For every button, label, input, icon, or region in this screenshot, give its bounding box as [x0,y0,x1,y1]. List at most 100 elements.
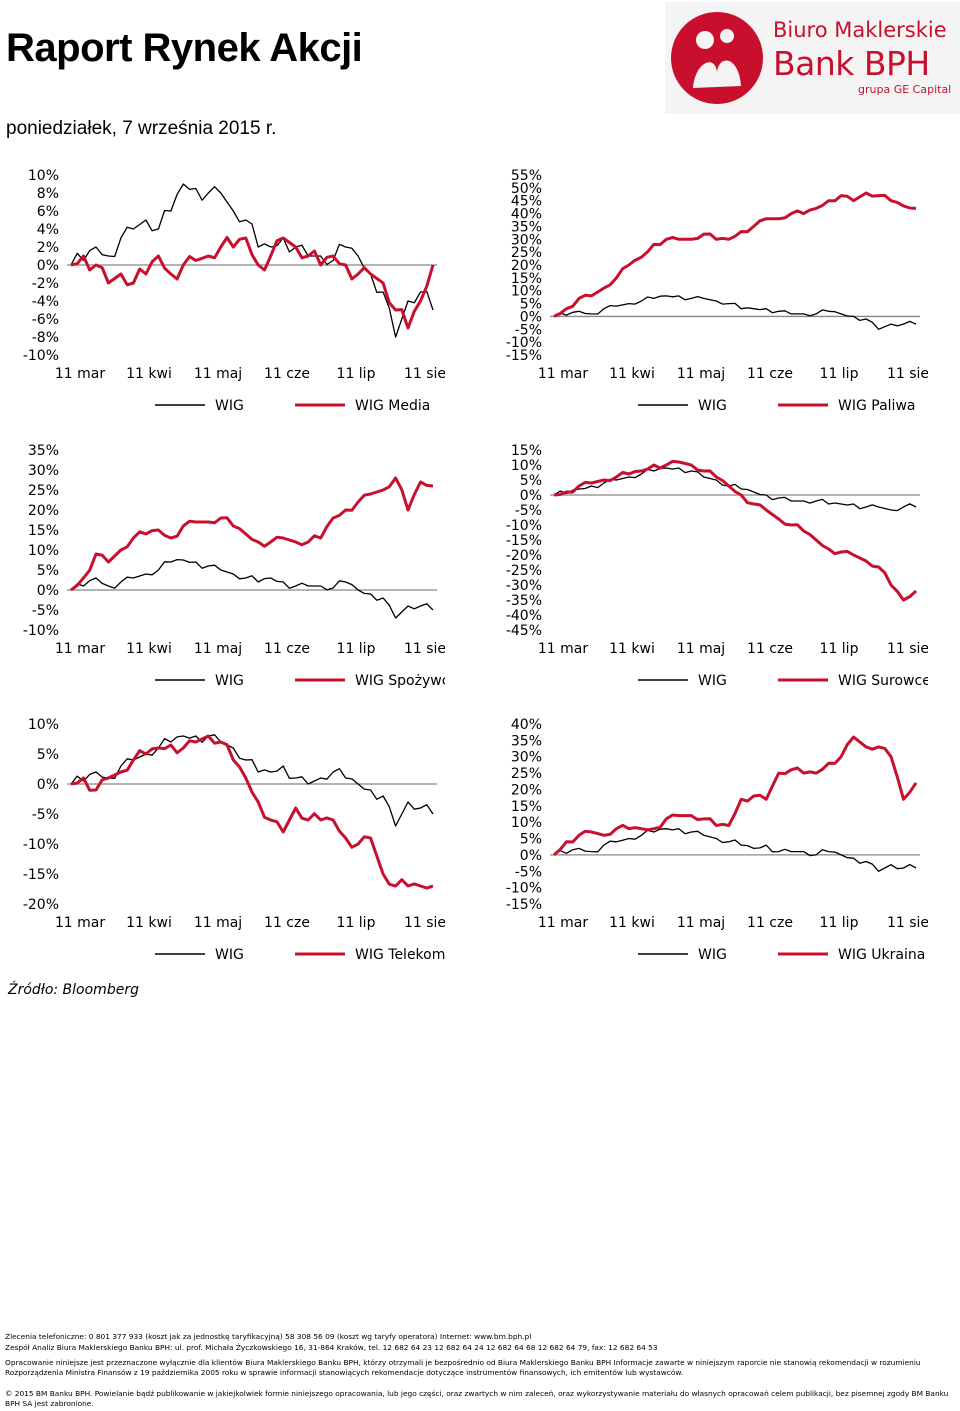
y-tick-label: -10% [506,518,542,534]
y-tick-label: -5% [515,503,542,519]
x-tick-label: 11 kwi [126,915,172,931]
y-tick-label: -15% [506,897,542,913]
x-tick-label: 11 cze [264,641,310,657]
chart-wig-media: 10% 8% 6% 4% 2% 0% -2% -4% -6% -8% -10% 11 mar 11 kw… [5,163,445,428]
x-tick-label: 11 mar [538,915,588,931]
x-tick-label: 11 maj [677,915,725,931]
series-line-wig [553,467,917,512]
legend-label-wig: WIG [215,947,244,963]
chart-svg: 40%35%30%25%20%15%10%5%0%-5%-10%-15% 11 m… [506,717,928,963]
x-tick-label: 11 maj [194,915,242,931]
x-tick-label: 11 lip [337,915,376,931]
y-tick-label: 4% [37,222,59,238]
series-line-sector [553,735,918,857]
x-tick-label: 11 sie [404,641,445,657]
x-tick-label: 11 kwi [609,641,655,657]
y-tick-label: -10% [506,881,542,897]
y-tick-label: 0% [37,777,59,793]
x-tick-label: 11 kwi [126,641,172,657]
series-line-sector [70,476,434,592]
y-tick-label: -20% [23,897,59,913]
y-tick-label: 15% [511,271,542,287]
y-tick-label: 25% [28,483,59,499]
chart-wig-paliwa: 55% 50% 45% 40% 35% 30% 25% 20% 15% 10% 5% 0% -5% -10… [488,163,928,428]
legend-label-sector: WIG Spożywczy [355,673,445,689]
footer-copyright: © 2015 BM Banku BPH. Powielanie bądź pub… [5,1389,949,1408]
legend-label-wig: WIG [215,398,244,414]
logo-line-1: Biuro Maklerskie [773,18,947,42]
y-tick-label: 50% [511,181,542,197]
x-tick-label: 11 lip [337,641,376,657]
x-tick-label: 11 sie [887,915,928,931]
y-tick-label: -35% [506,593,542,609]
chart-svg: 15%10%5%0%-5%-10%-15%-20%-25%-30%-35%-40… [506,443,928,689]
y-tick-label: 15% [511,799,542,815]
y-tick-label: 5% [37,747,59,763]
y-tick-label: 35% [511,733,542,749]
legend-label-sector: WIG Ukraina [838,947,925,963]
y-tick-label: 5% [520,473,542,489]
series-line-sector [553,191,917,318]
y-tick-label: 25% [511,766,542,782]
x-tick-label: 11 maj [677,641,725,657]
x-tick-label: 11 maj [194,641,242,657]
x-tick-label: 11 mar [55,641,105,657]
legend-label-wig: WIG [215,673,244,689]
y-tick-label: 5% [520,297,542,313]
report-title: Raport Rynek Akcji [6,26,363,70]
y-tick-label: -10% [23,623,59,639]
x-tick-label: 11 kwi [609,366,655,382]
logo-line-2: Bank BPH [773,44,930,83]
chart-wig-surowce: 15% 10% 5% 0% -5% -10% -15% -20% -25% -30% -35% -40… [488,438,928,703]
x-tick-label: 11 kwi [126,366,172,382]
y-tick-label: 6% [37,204,59,220]
legend-label-sector: WIG Media [355,398,430,414]
y-tick-label: -4% [32,294,59,310]
source-note: Źródło: Bloomberg [8,982,139,998]
y-tick-label: -6% [32,312,59,328]
x-tick-label: 11 mar [538,641,588,657]
legend-label-sector: WIG Telekomunikacja [355,947,445,963]
y-tick-label: -25% [506,563,542,579]
x-tick-label: 11 cze [264,366,310,382]
x-tick-label: 11 lip [820,366,859,382]
chart-svg: 35% 30% 25% 20% 15% 10% 5% 0% -5% -10% 11 mar 11 kw… [23,443,445,689]
x-tick-label: 11 mar [538,366,588,382]
logo-emblem-icon [671,12,763,104]
y-tick-label: 10% [511,458,542,474]
x-tick-label: 11 sie [887,641,928,657]
y-tick-label: -5% [515,322,542,338]
chart-svg: 10% 8% 6% 4% 2% 0% -2% -4% -6% -8% -10% 11 mar 11 kw… [23,168,445,414]
y-tick-label: 5% [37,563,59,579]
y-tick-label: 30% [28,463,59,479]
legend-label-wig: WIG [698,398,727,414]
series-line-sector [553,459,918,602]
y-tick-label: 0% [520,848,542,864]
series-line-wig [70,734,434,827]
x-tick-label: 11 cze [747,915,793,931]
y-tick-label: 30% [511,750,542,766]
x-tick-label: 11 kwi [609,915,655,931]
chart-wig-ukraina: 40% 35% 30% 25% 20% 15% 10% 5% 0% -5% -10% -15% 11 m… [488,712,928,977]
y-tick-label: 8% [37,186,59,202]
legend-label-sector: WIG Surowce [838,673,928,689]
y-tick-label: 10% [28,717,59,733]
y-tick-label: 20% [511,258,542,274]
y-tick-label: -2% [32,276,59,292]
y-tick-label: 45% [511,194,542,210]
x-tick-label: 11 cze [747,366,793,382]
y-tick-label: -8% [32,330,59,346]
y-tick-label: 15% [28,523,59,539]
y-tick-label: -10% [23,837,59,853]
y-tick-label: 20% [28,503,59,519]
y-tick-label: -10% [506,335,542,351]
report-date: poniedziałek, 7 września 2015 r. [6,118,277,139]
y-tick-label: -20% [506,548,542,564]
y-tick-label: -15% [506,533,542,549]
series-line-sector [70,236,435,330]
legend-label-sector: WIG Paliwa [838,398,915,414]
y-tick-label: -10% [23,348,59,364]
chart-svg: 10% 5% 0% -5% -10% -15% -20% 11 mar 11 kwi 11 maj… [23,717,445,963]
y-tick-label: 2% [37,240,59,256]
y-tick-label: 10% [511,815,542,831]
